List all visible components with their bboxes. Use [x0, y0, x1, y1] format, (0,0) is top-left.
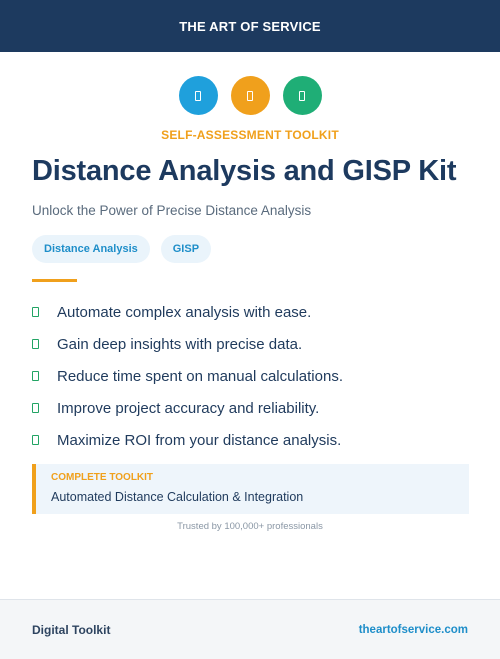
benefit-text: Gain deep insights with precise data. [57, 335, 303, 353]
footer: Digital Toolkit theartofservice.com [0, 599, 500, 659]
top-banner: THE ART OF SERVICE [0, 0, 500, 52]
page-subtitle: Unlock the Power of Precise Distance Ana… [32, 203, 312, 218]
callout-text: Automated Distance Calculation & Integra… [51, 490, 304, 504]
list-item: Gain deep insights with precise data. [32, 328, 343, 360]
callout-label: COMPLETE TOOLKIT [51, 472, 154, 483]
page-title: Distance Analysis and GISP Kit [32, 155, 457, 187]
accent-divider [32, 279, 77, 282]
toolkit-callout: COMPLETE TOOLKIT Automated Distance Calc… [32, 464, 469, 514]
check-icon [32, 339, 39, 349]
benefit-text: Maximize ROI from your distance analysis… [57, 431, 342, 449]
brand-title: THE ART OF SERVICE [179, 18, 321, 34]
tag-list: Distance Analysis GISP [32, 235, 212, 263]
check-icon [32, 371, 39, 381]
tag-gisp: GISP [160, 235, 212, 263]
benefit-text: Automate complex analysis with ease. [57, 303, 312, 321]
eyebrow-label: SELF-ASSESSMENT TOOLKIT [161, 128, 339, 142]
orange-doc-icon [230, 76, 270, 115]
check-icon [32, 403, 39, 413]
check-icon [32, 435, 39, 445]
blue-doc-icon [178, 76, 218, 115]
icon-row [0, 76, 500, 115]
benefit-list: Automate complex analysis with ease. Gai… [32, 296, 343, 456]
trusted-note: Trusted by 100,000+ professionals [177, 521, 323, 532]
list-item: Automate complex analysis with ease. [32, 296, 343, 328]
check-icon [32, 307, 39, 317]
footer-label: Digital Toolkit [32, 622, 111, 637]
benefit-text: Reduce time spent on manual calculations… [57, 367, 343, 385]
list-item: Improve project accuracy and reliability… [32, 392, 343, 424]
green-doc-icon [282, 76, 322, 115]
benefit-text: Improve project accuracy and reliability… [57, 399, 320, 417]
list-item: Maximize ROI from your distance analysis… [32, 424, 343, 456]
footer-link[interactable]: theartofservice.com [358, 623, 468, 636]
list-item: Reduce time spent on manual calculations… [32, 360, 343, 392]
tag-distance-analysis: Distance Analysis [32, 235, 150, 263]
